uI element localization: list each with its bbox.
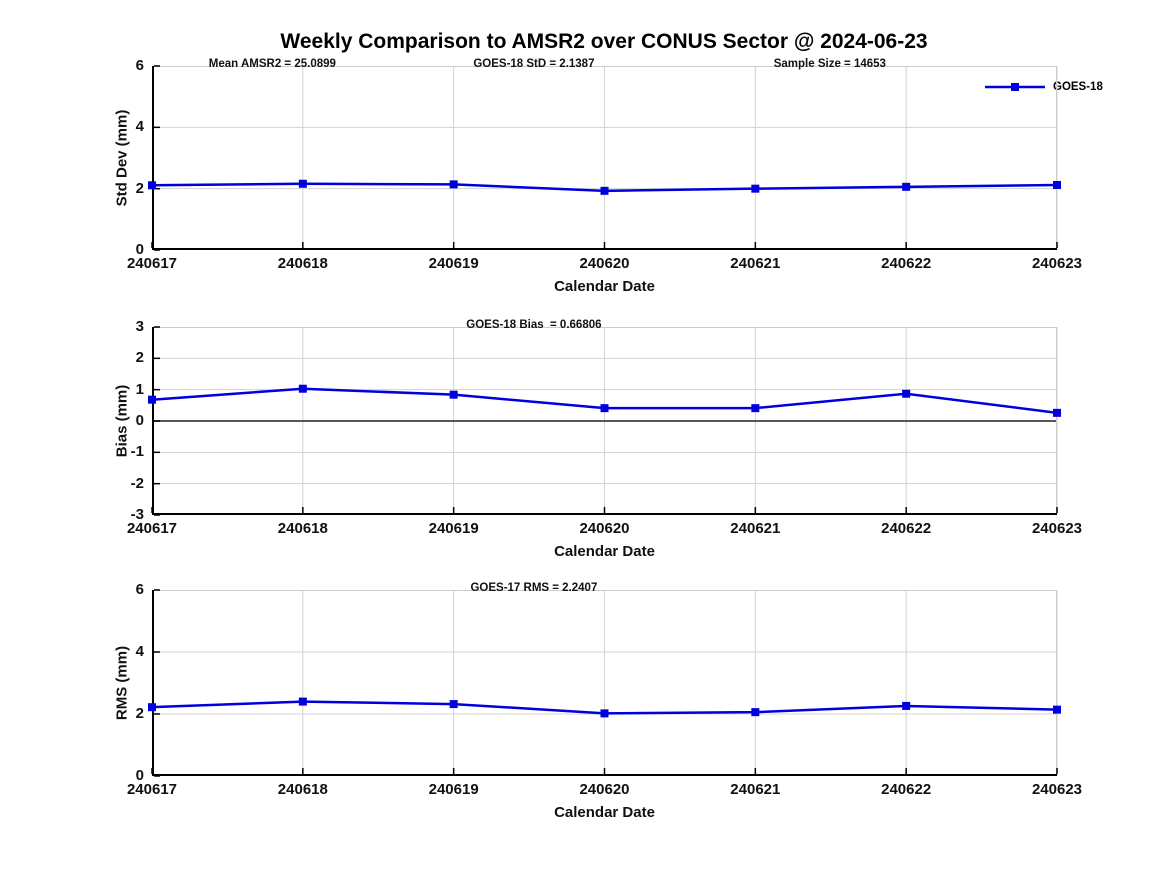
y-tick-label: -2 (130, 474, 144, 492)
x-tick-label: 240620 (579, 781, 630, 798)
annotation-text: GOES-18 StD = 2.1387 (473, 58, 595, 70)
x-tick-label: 240618 (277, 520, 328, 537)
x-tick-label: 240622 (881, 781, 932, 798)
y-tick-label: 0 (135, 241, 144, 258)
legend: GOES-18 (983, 80, 1103, 94)
rms-plot-area (148, 589, 1061, 777)
figure-title: Weekly Comparison to AMSR2 over CONUS Se… (280, 30, 928, 53)
x-tick-label: 240623 (1031, 255, 1083, 272)
data-point-marker (751, 708, 760, 717)
y-tick-label: 6 (135, 581, 144, 598)
bias-plot-panel: -3 -2 -1 0 1 2 3 240617 240618 240619 240620 240621… (0, 319, 1167, 561)
data-point-marker (1053, 705, 1061, 714)
x-tick-label: 240621 (730, 520, 781, 537)
x-tick-label: 240622 (881, 520, 932, 537)
y-axis-label: Std Dev (mm) (113, 109, 131, 207)
x-tick-label: 240623 (1031, 781, 1083, 798)
y-tick-label: 2 (135, 179, 144, 197)
x-tick-label: 240617 (126, 255, 178, 272)
data-point-marker (1053, 180, 1061, 189)
y-tick-label: 4 (135, 643, 144, 660)
data-point-marker (751, 184, 760, 193)
x-axis-label: Calendar Date (554, 804, 655, 821)
data-point-marker (298, 384, 307, 393)
annotation-text: Mean AMSR2 = 25.0899 (208, 58, 336, 70)
data-point-marker (298, 697, 307, 706)
x-tick-label: 240620 (579, 255, 630, 272)
data-point-marker (1053, 408, 1061, 417)
stddev-plot-panel: 0 2 4 6 240617 240618 240619 240620 240621 240622… (0, 58, 1167, 296)
annotation-text: GOES-17 RMS = 2.2407 (470, 582, 598, 594)
x-tick-label: 240617 (126, 781, 178, 798)
x-tick-label: 240621 (730, 255, 781, 272)
x-axis-label: Calendar Date (554, 543, 655, 560)
data-point-marker (902, 701, 911, 710)
annotation-text: GOES-18 Bias = 0.66806 (466, 319, 602, 331)
data-point-marker (600, 404, 609, 413)
std-dev-plot-area (148, 65, 1061, 251)
y-tick-label: -3 (130, 506, 144, 523)
y-tick-label: 2 (135, 705, 144, 722)
data-point-marker (902, 182, 911, 191)
x-tick-label: 240617 (126, 520, 178, 537)
y-tick-label: 6 (135, 57, 144, 74)
data-point-marker (902, 389, 911, 398)
data-point-marker (600, 186, 609, 195)
x-tick-label: 240619 (428, 255, 479, 272)
legend-label: GOES-18 (1053, 81, 1103, 93)
x-tick-label: 240621 (730, 781, 781, 798)
x-tick-label: 240620 (579, 520, 630, 537)
x-tick-label: 240623 (1031, 520, 1083, 537)
y-tick-label: 1 (135, 380, 144, 398)
x-axis-label: Calendar Date (554, 278, 655, 295)
y-tick-label: 2 (135, 349, 144, 367)
y-tick-label: 0 (135, 767, 144, 784)
data-point-marker (298, 179, 307, 188)
data-point-marker (148, 395, 156, 404)
y-tick-label: 0 (135, 412, 144, 429)
y-axis-label: RMS (mm) (113, 645, 131, 721)
data-point-marker (449, 390, 458, 399)
y-axis-label: Bias (mm) (113, 384, 131, 458)
data-point-marker (449, 700, 458, 709)
y-tick-label: -1 (130, 443, 144, 461)
x-tick-label: 240618 (277, 781, 328, 798)
annotation-text: Sample Size = 14653 (773, 58, 886, 70)
data-point-marker (751, 404, 760, 413)
x-tick-label: 240622 (881, 255, 932, 272)
legend-line-marker-icon (985, 83, 1045, 91)
data-point-marker (449, 180, 458, 189)
x-tick-label: 240619 (428, 781, 479, 798)
x-tick-label: 240618 (277, 255, 328, 272)
rms-plot-panel: 0 2 4 6 240617 240618 240619 240620 240621 240622… (0, 582, 1167, 822)
bias-plot-area (148, 326, 1061, 516)
data-point-marker (148, 181, 156, 190)
data-point-marker (148, 703, 156, 712)
y-tick-label: 4 (135, 118, 144, 136)
data-point-marker (600, 709, 609, 718)
x-tick-label: 240619 (428, 520, 479, 537)
y-tick-label: 3 (135, 318, 144, 335)
